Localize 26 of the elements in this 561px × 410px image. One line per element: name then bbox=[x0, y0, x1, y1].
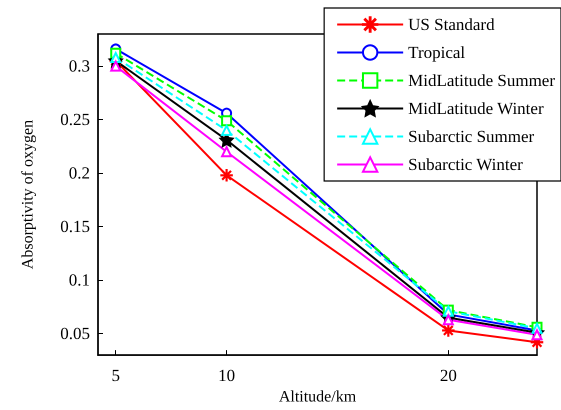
legend-label: MidLatitude Winter bbox=[408, 99, 544, 118]
point bbox=[442, 324, 455, 337]
y-tick-label: 0.15 bbox=[60, 217, 90, 236]
legend-label: US Standard bbox=[408, 15, 496, 34]
x-axis-title: Altitude/km bbox=[278, 388, 357, 406]
point bbox=[110, 60, 122, 72]
legend-label: Subarctic Summer bbox=[408, 127, 535, 146]
x-tick-label: 5 bbox=[111, 366, 120, 386]
y-tick-label: 0.3 bbox=[68, 56, 90, 76]
point bbox=[220, 169, 233, 182]
x-tick-label: 20 bbox=[440, 366, 457, 386]
point bbox=[110, 52, 122, 64]
point bbox=[221, 124, 232, 136]
point bbox=[221, 146, 232, 158]
y-axis-title: Absorptivity of oxygen bbox=[20, 120, 36, 270]
legend-label: MidLatitude Summer bbox=[408, 71, 556, 90]
y-tick-label: 0.2 bbox=[68, 164, 90, 183]
point bbox=[532, 329, 542, 340]
legend-label: Subarctic Winter bbox=[408, 155, 524, 174]
x-tick-label: 10 bbox=[218, 366, 236, 386]
point bbox=[221, 115, 232, 126]
y-tick-label: 0.25 bbox=[60, 110, 90, 130]
y-tick-label: 0.05 bbox=[60, 324, 90, 344]
y-tick-label: 0.1 bbox=[68, 270, 90, 290]
legend-label: Tropical bbox=[408, 43, 466, 62]
point bbox=[442, 314, 454, 326]
